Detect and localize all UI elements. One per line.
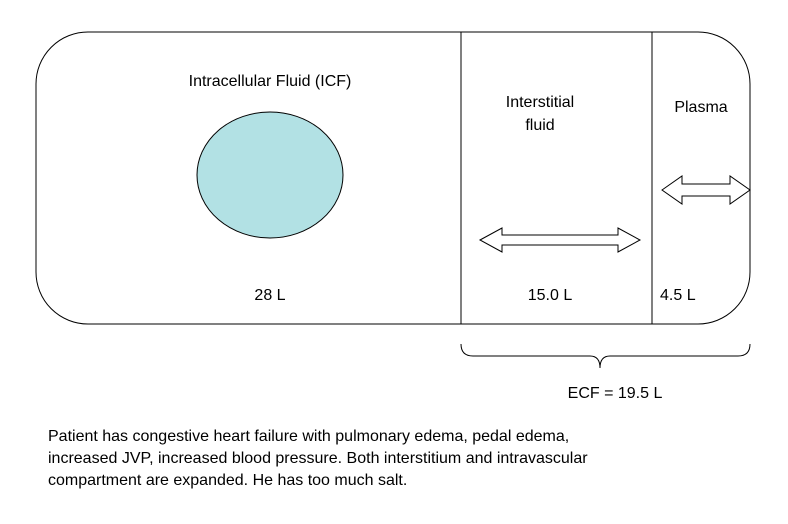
interstitial-double-arrow-icon — [478, 227, 642, 253]
cell-circle — [196, 111, 344, 239]
interstitial-volume: 15.0 L — [527, 287, 573, 304]
ecf-total-label: ECF = 19.5 L — [567, 385, 663, 402]
plasma-volume: 4.5 L — [660, 287, 696, 304]
caption-line-2: increased JVP, increased blood pressure.… — [48, 450, 588, 467]
interstitial-label-line2: fluid — [525, 117, 555, 134]
case-caption: Patient has congestive heart failure wit… — [48, 426, 748, 492]
caption-line-3: compartment are expanded. He has too muc… — [48, 472, 408, 489]
body-fluid-container — [35, 31, 751, 325]
interstitial-label-line1: Interstitial — [505, 94, 575, 111]
plasma-label: Plasma — [674, 99, 728, 116]
icf-label: Intracellular Fluid (ICF) — [188, 73, 352, 90]
plasma-double-arrow-icon — [661, 175, 751, 205]
ecf-brace — [460, 343, 751, 369]
icf-volume: 28 L — [254, 287, 286, 304]
caption-line-1: Patient has congestive heart failure wit… — [48, 428, 570, 445]
